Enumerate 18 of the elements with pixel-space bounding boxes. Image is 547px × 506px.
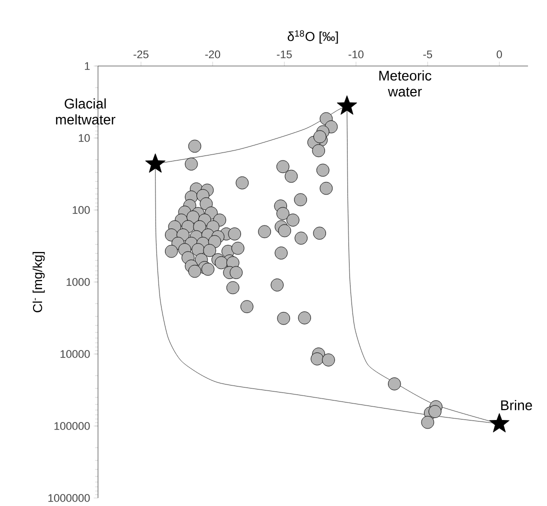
x-tick-label: -20	[205, 50, 220, 58]
x-tick-label: -10	[348, 50, 364, 58]
x-tick-label: -15	[276, 50, 292, 58]
y-tick-label: 1000000	[48, 494, 90, 502]
y-tick-label: 1	[84, 62, 90, 70]
y-tick-label: 10	[78, 134, 90, 142]
y-tick-label: 100	[72, 206, 90, 214]
x-tick-label: 0	[496, 50, 502, 58]
x-tick-label: -5	[423, 50, 432, 58]
x-axis-title: δ$^{18}$O [‰]	[288, 30, 338, 44]
x-tick-label: -25	[134, 50, 148, 58]
y-tick-label: 10000	[60, 350, 90, 358]
annotation: Brine	[501, 400, 532, 410]
annotation: Glacial meltwater	[56, 98, 116, 125]
y-tick-label: 1000	[66, 278, 90, 286]
y-axis-title: Cl$^{-}$ [mg/kg]	[32, 252, 45, 312]
y-tick-label: 100000	[54, 422, 90, 430]
annotation: Meteoric water	[379, 70, 432, 97]
